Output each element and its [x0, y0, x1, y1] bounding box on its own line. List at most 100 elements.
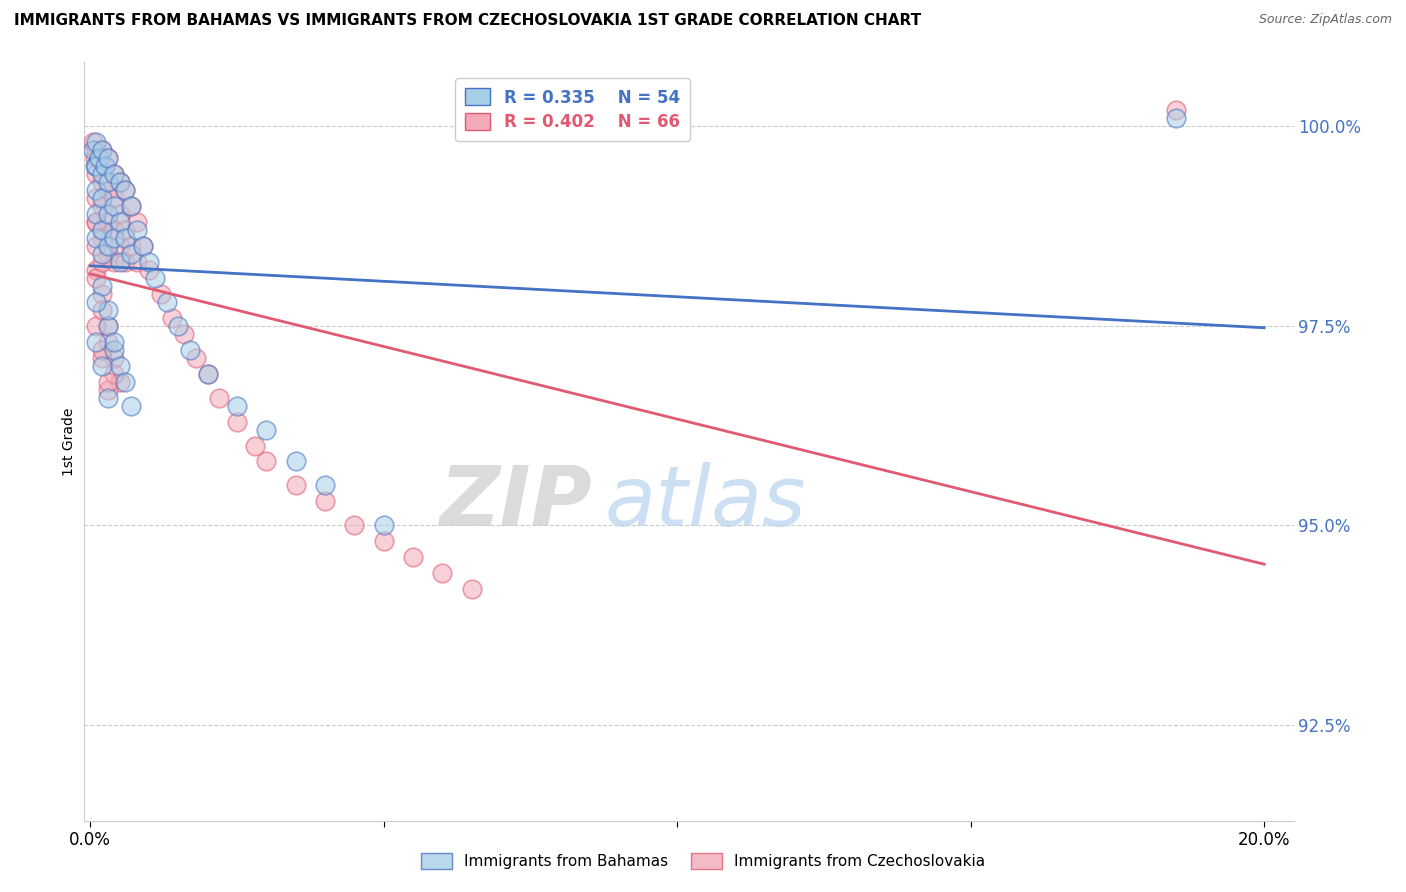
Point: [103, 223, 125, 237]
Point: [91, 359, 114, 373]
Point: [343, 518, 366, 533]
Point: [132, 239, 155, 253]
Point: [94, 159, 117, 173]
Point: [97, 239, 120, 253]
Point: [97, 183, 120, 197]
Point: [84, 207, 107, 221]
Point: [103, 255, 125, 269]
Point: [103, 334, 125, 349]
Point: [284, 478, 307, 492]
Point: [208, 391, 231, 405]
Text: atlas: atlas: [605, 462, 806, 542]
Point: [173, 326, 195, 341]
Point: [97, 318, 120, 333]
Point: [143, 271, 166, 285]
Point: [184, 351, 207, 365]
Legend: Immigrants from Bahamas, Immigrants from Czechoslovakia: Immigrants from Bahamas, Immigrants from…: [415, 847, 991, 875]
Point: [87, 151, 110, 165]
Point: [254, 423, 277, 437]
Point: [84, 231, 107, 245]
Point: [84, 239, 107, 253]
Point: [91, 223, 114, 237]
Point: [132, 239, 155, 253]
Legend: R = 0.335    N = 54, R = 0.402    N = 66: R = 0.335 N = 54, R = 0.402 N = 66: [456, 78, 690, 141]
Point: [97, 383, 120, 397]
Point: [91, 199, 114, 213]
Point: [120, 199, 142, 213]
Point: [84, 191, 107, 205]
Point: [120, 199, 142, 213]
Point: [114, 183, 136, 197]
Point: [461, 582, 484, 597]
Point: [103, 367, 125, 381]
Point: [314, 478, 336, 492]
Point: [1166, 112, 1188, 126]
Point: [97, 207, 120, 221]
Point: [103, 167, 125, 181]
Point: [108, 359, 131, 373]
Point: [84, 151, 107, 165]
Point: [97, 151, 120, 165]
Point: [373, 534, 395, 549]
Point: [84, 271, 107, 285]
Point: [114, 231, 136, 245]
Point: [103, 231, 125, 245]
Point: [91, 343, 114, 357]
Point: [97, 334, 120, 349]
Point: [84, 334, 107, 349]
Point: [91, 255, 114, 269]
Point: [91, 167, 114, 181]
Point: [103, 351, 125, 365]
Point: [84, 159, 107, 173]
Point: [84, 263, 107, 277]
Point: [314, 494, 336, 508]
Point: [87, 151, 110, 165]
Point: [91, 286, 114, 301]
Point: [84, 167, 107, 181]
Text: IMMIGRANTS FROM BAHAMAS VS IMMIGRANTS FROM CZECHOSLOVAKIA 1ST GRADE CORRELATION : IMMIGRANTS FROM BAHAMAS VS IMMIGRANTS FR…: [14, 13, 921, 29]
Point: [91, 247, 114, 261]
Point: [91, 351, 114, 365]
Point: [108, 207, 131, 221]
Point: [82, 135, 104, 149]
Point: [108, 215, 131, 229]
Point: [108, 375, 131, 389]
Point: [97, 175, 120, 189]
Text: ZIP: ZIP: [440, 462, 592, 542]
Point: [108, 239, 131, 253]
Point: [97, 375, 120, 389]
Point: [1166, 103, 1188, 118]
Point: [84, 318, 107, 333]
Point: [226, 415, 249, 429]
Point: [120, 399, 142, 413]
Point: [97, 318, 120, 333]
Point: [402, 550, 425, 565]
Point: [103, 167, 125, 181]
Point: [114, 223, 136, 237]
Point: [373, 518, 395, 533]
Point: [97, 151, 120, 165]
Point: [155, 294, 177, 309]
Point: [138, 263, 160, 277]
Point: [94, 159, 117, 173]
Point: [114, 183, 136, 197]
Point: [84, 215, 107, 229]
Text: Source: ZipAtlas.com: Source: ZipAtlas.com: [1258, 13, 1392, 27]
Point: [179, 343, 201, 357]
Point: [127, 223, 149, 237]
Point: [120, 239, 142, 253]
Point: [226, 399, 249, 413]
Point: [108, 175, 131, 189]
Point: [91, 143, 114, 157]
Point: [167, 318, 190, 333]
Point: [91, 231, 114, 245]
Point: [197, 367, 219, 381]
Point: [284, 454, 307, 468]
Point: [138, 255, 160, 269]
Y-axis label: 1st Grade: 1st Grade: [62, 408, 76, 475]
Point: [108, 175, 131, 189]
Point: [162, 310, 184, 325]
Point: [84, 143, 107, 157]
Point: [82, 143, 104, 157]
Point: [149, 286, 172, 301]
